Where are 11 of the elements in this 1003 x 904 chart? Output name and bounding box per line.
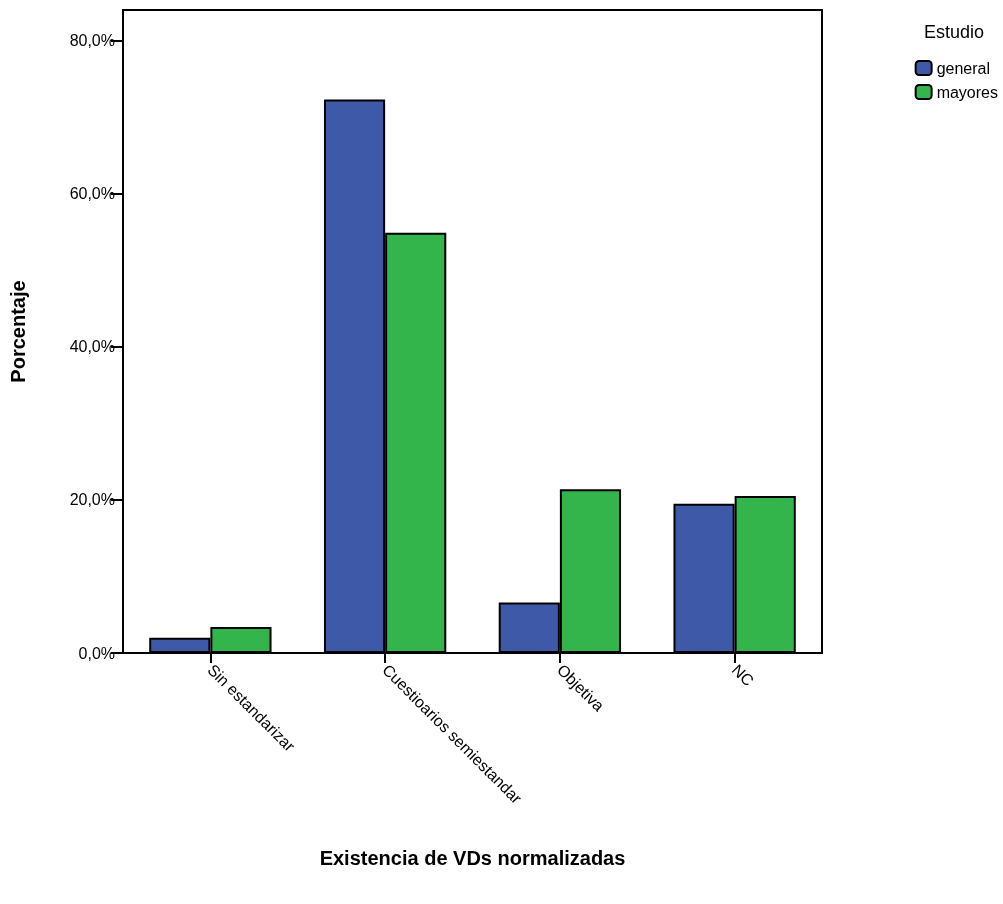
legend-label: general — [936, 59, 991, 77]
legend-title: Estudio — [923, 22, 985, 42]
y-tick-label: 0,0% — [78, 644, 115, 662]
y-tick-label: 80,0% — [69, 32, 115, 50]
y-tick-label: 60,0% — [69, 185, 115, 203]
x-axis-title: Existencia de VDs normalizadas — [319, 847, 626, 869]
legend-label: mayores — [936, 83, 999, 101]
x-tick-label: NC — [728, 660, 757, 690]
y-tick-label: 20,0% — [69, 491, 115, 509]
y-tick-label: 40,0% — [69, 338, 115, 356]
y-axis-title: Porcentaje — [7, 280, 29, 383]
